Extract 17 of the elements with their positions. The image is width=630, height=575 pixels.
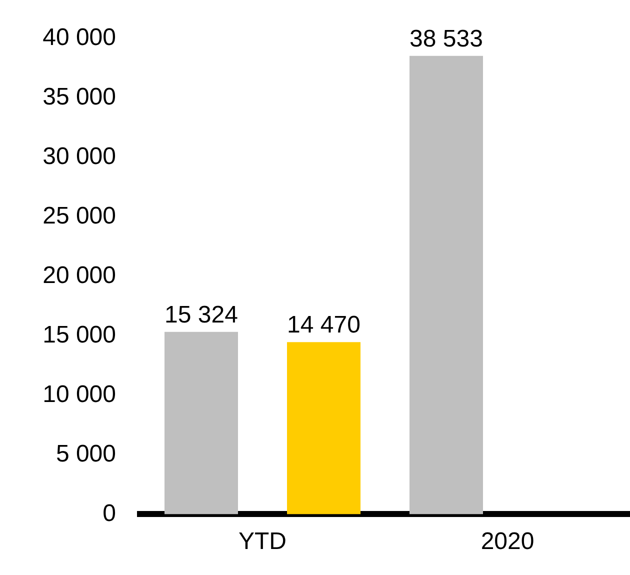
- x-tick-label: 2020: [480, 528, 534, 556]
- y-tick-label: 35 000: [42, 84, 116, 110]
- bar: [410, 56, 483, 514]
- y-tick-label: 30 000: [42, 142, 116, 170]
- x-tick-label: YTD: [238, 528, 286, 556]
- y-tick-label: 20 000: [42, 262, 116, 289]
- y-tick-label: 0: [102, 500, 116, 527]
- y-tick-label: 15 000: [42, 321, 116, 348]
- bar: [287, 342, 360, 514]
- data-label: 15 324: [164, 302, 238, 329]
- y-tick-label: 10 000: [42, 380, 116, 408]
- data-label: 14 470: [287, 312, 360, 339]
- bar: [164, 332, 238, 514]
- y-tick-label: 5 000: [56, 440, 116, 468]
- y-tick-label: 40 000: [42, 24, 116, 52]
- y-tick-label: 25 000: [42, 202, 116, 230]
- data-label: 38 533: [410, 25, 483, 52]
